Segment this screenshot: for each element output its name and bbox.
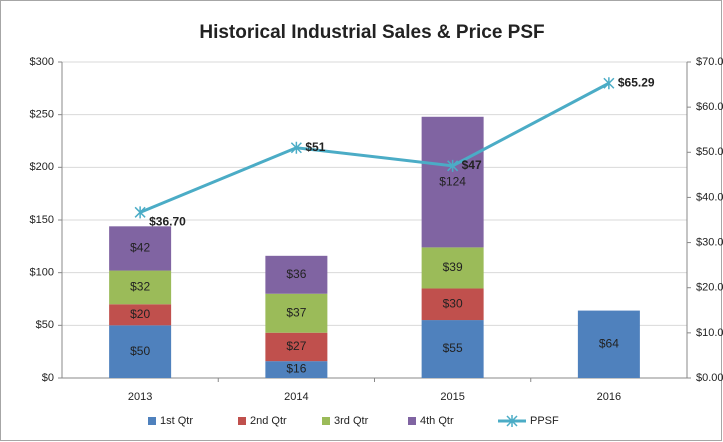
legend-swatch — [148, 417, 156, 425]
y-tick-label: $250 — [30, 109, 54, 121]
y-tick-label: $200 — [30, 161, 54, 173]
bar-segment — [265, 255, 328, 294]
legend-label: 1st Qtr — [160, 415, 193, 427]
bar-segment — [421, 320, 484, 378]
legend-label: 2nd Qtr — [250, 415, 287, 427]
bar-segment — [109, 325, 172, 378]
data-label: $64 — [599, 336, 619, 350]
line-data-label: $36.70 — [149, 214, 186, 228]
bar-segment — [265, 361, 328, 378]
legend-label: 4th Qtr — [420, 415, 454, 427]
line-marker — [447, 159, 459, 172]
chart-title: Historical Industrial Sales & Price PSF — [199, 22, 544, 43]
line-series — [139, 81, 610, 214]
line-marker — [134, 206, 146, 219]
line-marker — [290, 141, 302, 154]
data-label: $36 — [286, 267, 306, 281]
y2-tick-label: $30.00 — [696, 236, 723, 248]
legend-swatch — [238, 417, 246, 425]
y-tick-label: $100 — [30, 267, 54, 279]
line-data-label: $51 — [305, 140, 325, 154]
data-label: $27 — [286, 339, 306, 353]
y-tick-label: $0 — [42, 372, 54, 384]
data-label: $37 — [286, 305, 306, 319]
y2-tick-label: $20.00 — [696, 282, 723, 294]
bar-segment — [421, 116, 484, 248]
line-marker — [603, 77, 615, 90]
y-tick-label: $150 — [30, 214, 54, 226]
y2-tick-label: $10.00 — [696, 327, 723, 339]
x-tick-label: 2014 — [284, 391, 308, 403]
data-label: $20 — [130, 307, 150, 321]
line-data-label: $65.29 — [618, 75, 655, 89]
x-tick-label: 2015 — [440, 391, 464, 403]
x-tick-label: 2016 — [597, 391, 621, 403]
y2-tick-label: $0.00 — [696, 372, 723, 384]
bar-segment — [109, 270, 172, 305]
data-label: $16 — [286, 362, 306, 376]
y-tick-label: $300 — [30, 56, 54, 68]
bar-segment — [109, 226, 172, 271]
data-label: $55 — [443, 341, 463, 355]
y2-tick-label: $50.00 — [696, 146, 723, 158]
bar-segment — [265, 332, 328, 362]
y2-tick-label: $60.00 — [696, 101, 723, 113]
legend-marker — [506, 415, 518, 427]
data-label: $39 — [443, 260, 463, 274]
data-label: $32 — [130, 280, 150, 294]
y2-tick-label: $70.00 — [696, 56, 723, 68]
legend-label: 3rd Qtr — [334, 415, 369, 427]
x-tick-label: 2013 — [128, 391, 152, 403]
bar-segment — [577, 310, 640, 378]
bar-segment — [265, 293, 328, 333]
bar-segment — [421, 288, 484, 321]
data-label: $42 — [130, 241, 150, 255]
data-label: $124 — [439, 174, 466, 188]
data-label: $50 — [130, 344, 150, 358]
legend-swatch — [408, 417, 416, 425]
y2-tick-label: $40.00 — [696, 191, 723, 203]
bar-segment — [109, 304, 172, 326]
data-label: $30 — [443, 296, 463, 310]
y-tick-label: $50 — [36, 319, 54, 331]
legend-swatch — [322, 417, 330, 425]
bar-segment — [421, 247, 484, 289]
legend-label: PPSF — [530, 415, 559, 427]
line-data-label: $47 — [462, 158, 482, 172]
